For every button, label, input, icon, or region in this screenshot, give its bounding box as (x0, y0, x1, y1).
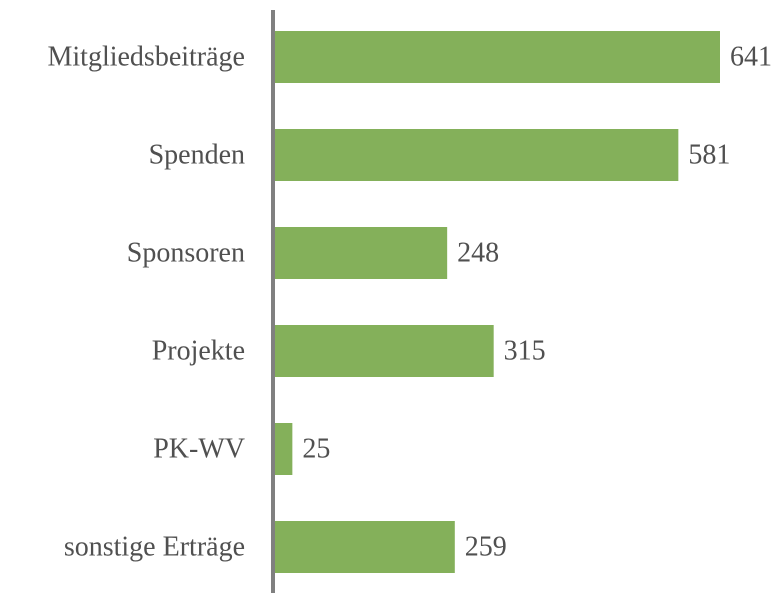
value-label: 581 (688, 139, 730, 170)
category-label: sonstige Erträge (64, 531, 245, 562)
category-label: Mitgliedsbeiträge (47, 41, 245, 72)
bar (275, 31, 720, 83)
value-label: 25 (302, 433, 330, 464)
bar (275, 325, 494, 377)
bar (275, 227, 448, 279)
category-label: Projekte (152, 335, 245, 366)
bar (275, 521, 455, 573)
value-label: 315 (504, 335, 546, 366)
value-label: 641 (730, 41, 772, 72)
bar (275, 423, 293, 475)
category-label: Sponsoren (127, 237, 245, 268)
category-label: Spenden (149, 139, 245, 170)
bar (275, 129, 679, 181)
category-label: PK-WV (153, 433, 245, 464)
value-label: 248 (457, 237, 499, 268)
value-label: 259 (465, 531, 507, 562)
